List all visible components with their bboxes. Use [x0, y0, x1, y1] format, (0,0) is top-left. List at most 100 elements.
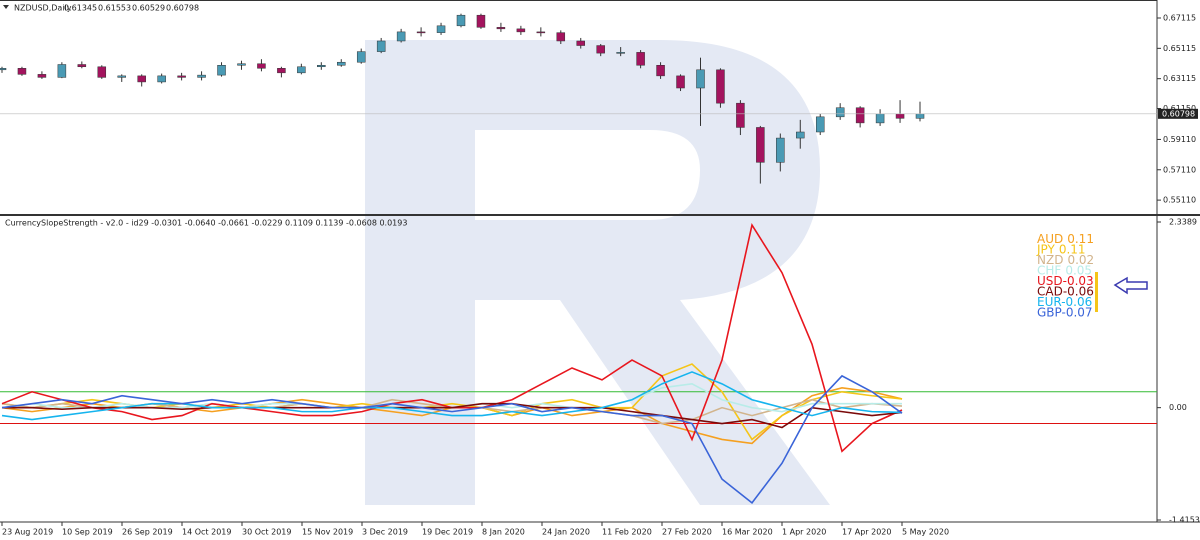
- y-tick-label: -1.4153: [1169, 516, 1200, 525]
- candle-body: [37, 74, 47, 78]
- candle-body: [736, 102, 745, 128]
- x-tick-label: 24 Jan 2020: [542, 528, 590, 537]
- series-line: [1, 374, 903, 505]
- candle-body: [356, 51, 366, 63]
- series-line: [1, 371, 903, 421]
- candle-body: [257, 63, 266, 69]
- series-line: [2, 402, 903, 429]
- candle-body: [835, 107, 845, 118]
- candle-body: [317, 65, 326, 68]
- candle-body: [516, 28, 526, 33]
- chart-title: NZDUSD,Daily: [14, 4, 72, 13]
- legend-name: NZD: [1037, 253, 1063, 267]
- y-tick-label: 0.59110: [1163, 135, 1196, 144]
- ohlc-value: 0.61553: [98, 4, 131, 13]
- legend-value: 0.02: [1067, 253, 1094, 267]
- x-tick-label: 8 Jan 2020: [482, 528, 525, 537]
- y-tick-label: 0.57110: [1163, 165, 1196, 174]
- candle-body: [337, 61, 346, 66]
- legend-value: -0.03: [1063, 274, 1094, 288]
- y-tick-label: 0.61150: [1163, 104, 1196, 113]
- candle-body: [476, 14, 486, 28]
- x-tick-label: 30 Oct 2019: [242, 528, 291, 537]
- legend-value: 0.11: [1059, 242, 1086, 256]
- y-tick-label: 2.3389: [1169, 218, 1197, 227]
- candle-body: [496, 27, 506, 30]
- candle-body: [217, 65, 226, 76]
- x-tick-label: 19 Dec 2019: [422, 528, 473, 537]
- indicator-title: CurrencySlopeStrength - v2.0 - id29 -0.0…: [5, 219, 407, 228]
- legend-value: -0.06: [1063, 284, 1094, 298]
- candle-body: [376, 40, 386, 52]
- ohlc-value: 0.61345: [64, 4, 97, 13]
- candle-body: [596, 45, 605, 54]
- candle-body: [676, 75, 685, 89]
- y-tick-label: 0.65115: [1163, 44, 1196, 53]
- legend-name: JPY: [1036, 242, 1056, 256]
- legend-entry: AUD 0.11: [1037, 232, 1094, 246]
- candle-body: [416, 31, 426, 34]
- legend-entry: CHF 0.05: [1037, 263, 1092, 277]
- candle-body: [815, 116, 825, 133]
- candles: [0, 13, 925, 184]
- candle-body: [17, 68, 27, 75]
- candle-body: [97, 66, 107, 78]
- watermark: [365, 40, 830, 505]
- legend-name: CHF: [1037, 263, 1061, 277]
- legend-entry: NZD 0.02: [1037, 253, 1094, 267]
- legend-name: AUD: [1037, 232, 1063, 246]
- candle-body: [237, 63, 246, 66]
- ohlc-value: 0.60529: [132, 4, 165, 13]
- candle-body: [616, 52, 625, 54]
- x-tick-label: 23 Aug 2019: [2, 528, 53, 537]
- candle-body: [855, 107, 865, 124]
- candle-body: [177, 75, 186, 78]
- y-tick-label: 0.63115: [1163, 74, 1196, 83]
- x-tick-label: 3 Dec 2019: [362, 528, 408, 537]
- candle-body: [796, 131, 805, 139]
- candle-body: [915, 113, 925, 119]
- dropdown-icon[interactable]: [3, 5, 9, 9]
- price-tag: [1158, 108, 1198, 119]
- legend-name: CAD: [1037, 284, 1063, 298]
- candle-body: [396, 31, 406, 42]
- candle-body: [0, 68, 7, 71]
- legend-value: -0.06: [1061, 295, 1092, 309]
- candle-body: [277, 68, 286, 74]
- candle-body: [636, 52, 645, 66]
- legend-entry: CAD-0.06: [1037, 284, 1094, 298]
- legend-entry: GBP-0.07: [1037, 305, 1093, 319]
- candle-body: [895, 113, 905, 119]
- x-tick-label: 15 Nov 2019: [302, 528, 353, 537]
- candle-body: [57, 64, 67, 78]
- candle-body: [456, 14, 466, 27]
- y-tick-label: 0.67115: [1163, 14, 1196, 23]
- legend-value: 0.11: [1067, 232, 1094, 246]
- legend-entry: USD-0.03: [1037, 274, 1094, 288]
- candle-body: [776, 137, 785, 163]
- candle-body: [77, 64, 87, 68]
- legend-entry: JPY 0.11: [1036, 242, 1086, 256]
- legend-value: 0.05: [1065, 263, 1092, 277]
- candle-body: [656, 65, 665, 77]
- candle-body: [436, 25, 446, 33]
- legend-name: USD: [1037, 274, 1063, 288]
- candle-body: [197, 74, 206, 78]
- legend-name: EUR: [1037, 295, 1061, 309]
- x-tick-label: 10 Sep 2019: [62, 528, 113, 537]
- candle-body: [157, 75, 166, 83]
- x-tick-label: 1 Apr 2020: [782, 528, 826, 537]
- candle-body: [696, 69, 705, 89]
- x-tick-label: 14 Oct 2019: [182, 528, 231, 537]
- price-label: 0.60798: [1162, 109, 1195, 118]
- candle-body: [117, 75, 126, 78]
- legend-bar: [1095, 272, 1098, 312]
- legend-entry: EUR-0.06: [1037, 295, 1092, 309]
- candle-body: [576, 40, 585, 46]
- x-tick-label: 26 Sep 2019: [122, 528, 173, 537]
- candle-body: [536, 31, 546, 34]
- y-tick-label: 0.00: [1169, 403, 1187, 412]
- candle-body: [297, 66, 306, 74]
- legend-name: GBP: [1037, 305, 1062, 319]
